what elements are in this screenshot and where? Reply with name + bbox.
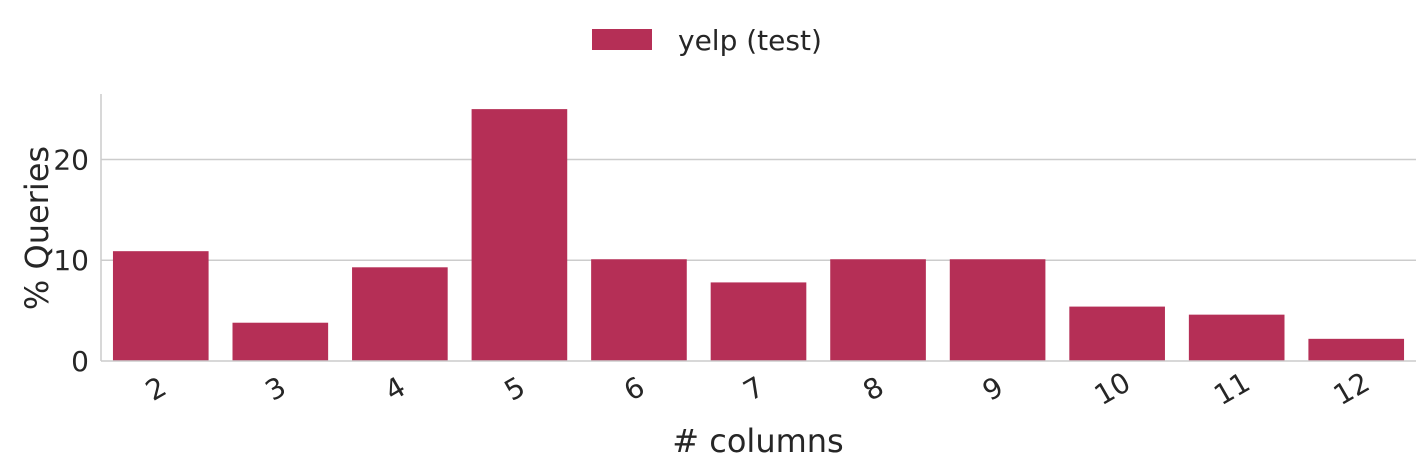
bar-8 — [830, 259, 926, 361]
x-tick-label: 3 — [260, 370, 292, 407]
y-tick-labels: 0 10 20 — [53, 143, 89, 378]
bar-2 — [112, 251, 209, 361]
bar-9 — [949, 259, 1046, 361]
y-tick-label: 10 — [53, 244, 89, 277]
bar-4 — [352, 267, 448, 361]
x-tick-label: 12 — [1328, 366, 1375, 412]
x-tick-label: 6 — [618, 370, 650, 407]
x-tick-label: 11 — [1208, 366, 1255, 412]
legend-label: yelp (test) — [678, 24, 822, 57]
x-tick-label: 9 — [977, 370, 1009, 407]
x-tick-label: 4 — [379, 370, 411, 407]
x-tick-label: 8 — [857, 370, 889, 407]
x-tick-label: 5 — [499, 370, 531, 407]
x-axis-title: # columns — [672, 422, 843, 460]
bar-3 — [232, 322, 329, 361]
bar-11 — [1188, 314, 1285, 361]
bars — [112, 109, 1405, 361]
x-tick-label: 2 — [140, 370, 172, 407]
x-tick-label: 7 — [738, 370, 770, 407]
x-tick-label: 10 — [1089, 366, 1136, 412]
bar-12 — [1308, 338, 1405, 361]
bar-6 — [591, 259, 687, 361]
x-tick-labels: 2 3 4 5 6 7 8 9 10 11 12 — [140, 366, 1375, 412]
legend-swatch — [592, 29, 652, 50]
y-axis-title: % Queries — [18, 146, 56, 310]
legend: yelp (test) — [592, 24, 822, 57]
bar-7 — [710, 282, 807, 361]
gridlines — [101, 158, 1416, 261]
bar-10 — [1069, 306, 1165, 361]
y-tick-label: 0 — [71, 345, 89, 378]
y-tick-label: 20 — [53, 143, 89, 176]
bar-5 — [471, 109, 568, 361]
